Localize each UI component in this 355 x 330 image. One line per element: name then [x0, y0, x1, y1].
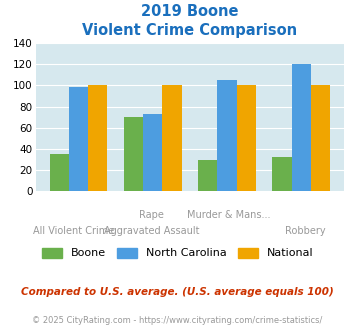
Text: All Violent Crime: All Violent Crime: [33, 226, 115, 236]
Text: Aggravated Assault: Aggravated Assault: [104, 226, 199, 236]
Bar: [311, 85, 330, 191]
Text: © 2025 CityRating.com - https://www.cityrating.com/crime-statistics/: © 2025 CityRating.com - https://www.city…: [32, 315, 323, 325]
Bar: [272, 157, 292, 191]
Bar: [69, 87, 88, 191]
Text: Rape: Rape: [139, 210, 164, 219]
Bar: [198, 160, 217, 191]
Legend: Boone, North Carolina, National: Boone, North Carolina, National: [37, 243, 318, 263]
Text: Compared to U.S. average. (U.S. average equals 100): Compared to U.S. average. (U.S. average …: [21, 287, 334, 297]
Bar: [88, 85, 108, 191]
Text: Robbery: Robbery: [285, 226, 326, 236]
Bar: [124, 117, 143, 191]
Bar: [292, 64, 311, 191]
Bar: [163, 85, 182, 191]
Bar: [217, 80, 237, 191]
Bar: [237, 85, 256, 191]
Bar: [143, 114, 163, 191]
Text: Murder & Mans...: Murder & Mans...: [187, 210, 270, 219]
Bar: [50, 154, 69, 191]
Title: 2019 Boone
Violent Crime Comparison: 2019 Boone Violent Crime Comparison: [82, 4, 297, 38]
